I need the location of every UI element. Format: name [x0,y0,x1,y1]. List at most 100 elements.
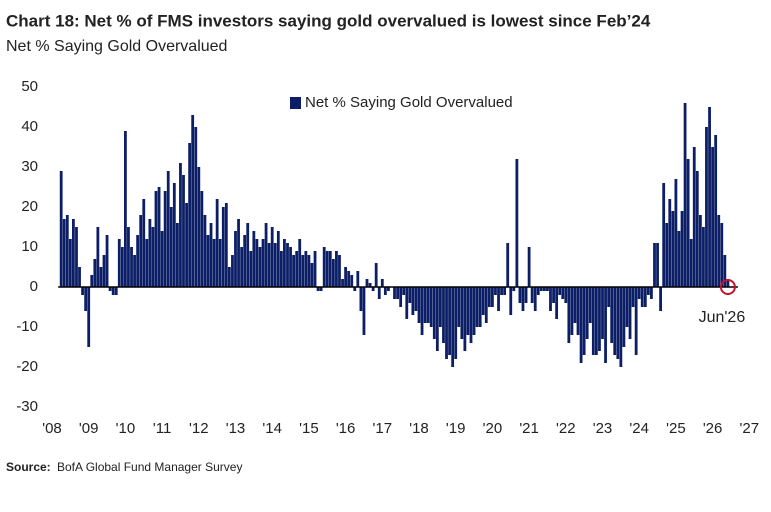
bar [530,287,534,303]
bar [194,127,198,287]
bar [283,239,286,287]
bar [191,115,195,287]
bar [182,175,185,287]
bar [472,287,476,335]
bar [680,211,684,287]
bar [683,103,687,287]
bar [62,219,66,287]
bar [130,247,133,287]
bar [656,243,659,287]
bar [705,127,708,287]
bar [695,171,699,287]
y-tick-label: 50 [21,78,38,95]
bar [356,271,360,287]
bar [674,179,678,287]
bar [515,159,519,287]
bar [396,287,400,299]
bar [380,279,384,287]
bar [151,227,155,287]
bar [607,287,611,307]
source: BofA Global Fund Manager Survey [57,460,242,474]
bar [601,287,604,339]
bar [653,243,656,287]
x-tick-label: '11 [153,420,171,437]
bar [631,287,635,307]
bar [267,243,271,287]
bar [90,275,94,287]
bar [659,287,662,311]
bar [411,287,415,315]
x-tick-label: '25 [666,420,686,437]
bar [689,239,693,287]
bar [124,131,127,287]
bar [588,287,592,323]
bar [292,255,295,287]
bar [341,279,344,287]
bar [561,287,565,299]
bar [469,287,473,343]
bar [442,287,445,343]
bar [552,287,555,303]
bar [328,251,332,287]
bar [634,287,638,355]
bar [387,287,390,291]
bar [78,267,81,287]
bar [65,215,69,287]
bar [543,287,546,291]
bar [362,287,366,335]
bar [240,247,244,287]
bar [127,227,130,287]
bar [344,267,347,287]
bar [102,255,106,287]
bar [475,287,479,327]
bar [622,287,626,347]
bar [136,235,140,287]
bar [558,287,562,295]
bar [179,163,182,287]
bar [438,287,442,327]
bar [114,287,118,295]
bar [71,219,75,287]
bar [261,239,265,287]
bar [549,287,552,311]
bar [619,287,623,367]
bar [139,215,143,287]
bar [616,287,620,359]
x-tick-label: '26 [703,420,723,437]
y-tick-label: 40 [21,118,38,135]
bar [494,287,497,295]
bar [81,287,84,295]
bar [466,287,470,335]
bar [509,287,513,315]
bar [227,267,231,287]
bar [87,287,91,347]
bar [423,287,427,323]
bar [723,255,727,287]
bar [585,287,589,339]
bar [399,287,403,307]
bar [692,147,696,287]
y-tick-label: 20 [21,198,38,215]
bar [276,231,280,287]
bar [677,231,681,287]
x-tick-label: '08 [42,420,62,437]
bar [279,251,283,287]
y-tick-label: 10 [21,238,38,255]
bar [393,287,396,299]
bar [166,171,170,287]
bar [350,275,354,287]
bar [234,231,237,287]
bar [353,287,357,291]
bar [628,287,632,339]
bar [249,251,253,287]
bar [75,227,78,287]
bar [533,287,537,311]
annotation-circle [719,279,736,295]
bar [203,215,207,287]
bar [295,251,299,287]
bar [503,287,507,295]
x-tick-label: '18 [409,420,429,437]
bar [460,287,464,339]
bar [445,287,448,359]
bar [591,287,595,355]
